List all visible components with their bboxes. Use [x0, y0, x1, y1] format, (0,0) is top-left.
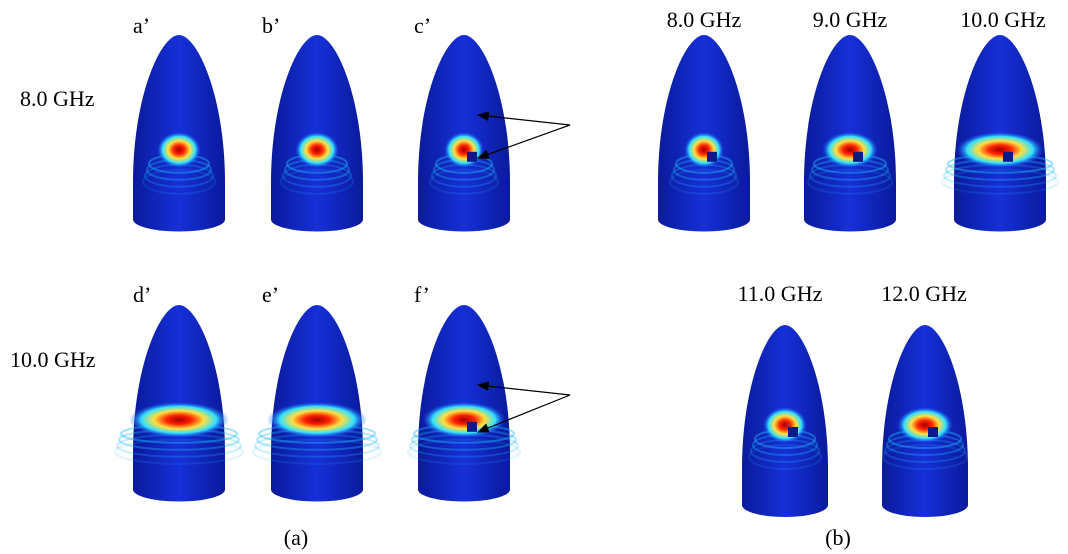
target — [467, 421, 477, 432]
fringe — [807, 168, 893, 195]
panel-label: c’ — [414, 13, 431, 38]
cone-image — [114, 305, 244, 502]
hot-spot — [129, 401, 229, 438]
cone-image — [407, 305, 521, 502]
frequency-label: 8.0 GHz — [667, 7, 742, 32]
fringe — [252, 438, 382, 465]
hot-spot — [763, 407, 807, 443]
fringe — [669, 168, 739, 195]
target — [1003, 151, 1013, 162]
cone-image — [742, 325, 828, 517]
hot-spot — [822, 131, 878, 168]
target — [467, 151, 477, 162]
hot-spot — [295, 131, 339, 168]
cone-image — [804, 35, 896, 232]
panel-label: b’ — [262, 13, 280, 38]
panel-label: e’ — [262, 282, 279, 307]
frequency-label: 11.0 GHz — [738, 281, 823, 306]
frequency-label: 10.0 GHz — [960, 7, 1046, 32]
target — [853, 151, 863, 162]
cone-image — [252, 305, 382, 502]
row-label: 8.0 GHz — [20, 86, 95, 111]
hot-spot — [444, 131, 484, 168]
cone-image — [271, 35, 363, 232]
hot-spot — [267, 401, 367, 438]
fringe — [941, 168, 1059, 195]
hot-spot — [422, 401, 506, 438]
fringe — [280, 168, 354, 195]
panel-label: d’ — [133, 282, 151, 307]
caption: (a) — [284, 525, 308, 550]
cone-image — [941, 35, 1059, 232]
fringe — [142, 168, 216, 195]
hot-spot — [897, 407, 953, 443]
panel-label: f’ — [414, 282, 430, 307]
field-images — [114, 35, 1059, 517]
row-label: 10.0 GHz — [10, 347, 96, 372]
target — [788, 427, 798, 437]
fringe — [429, 168, 499, 195]
fringe — [882, 444, 968, 470]
target — [707, 151, 717, 162]
cone-image — [882, 325, 968, 517]
hot-spot — [157, 131, 201, 168]
arrows — [476, 111, 571, 433]
cone-image — [133, 35, 225, 232]
hot-spot — [956, 131, 1044, 168]
caption: (b) — [825, 525, 851, 550]
fringe — [748, 444, 822, 470]
cone-image — [658, 35, 750, 232]
fringe — [114, 438, 244, 465]
frequency-label: 9.0 GHz — [813, 7, 888, 32]
frequency-label: 12.0 GHz — [881, 281, 967, 306]
fringe — [407, 438, 521, 465]
panel-label: a’ — [133, 13, 150, 38]
cone-image — [418, 35, 510, 232]
hot-spot — [684, 131, 724, 168]
target — [928, 427, 938, 437]
